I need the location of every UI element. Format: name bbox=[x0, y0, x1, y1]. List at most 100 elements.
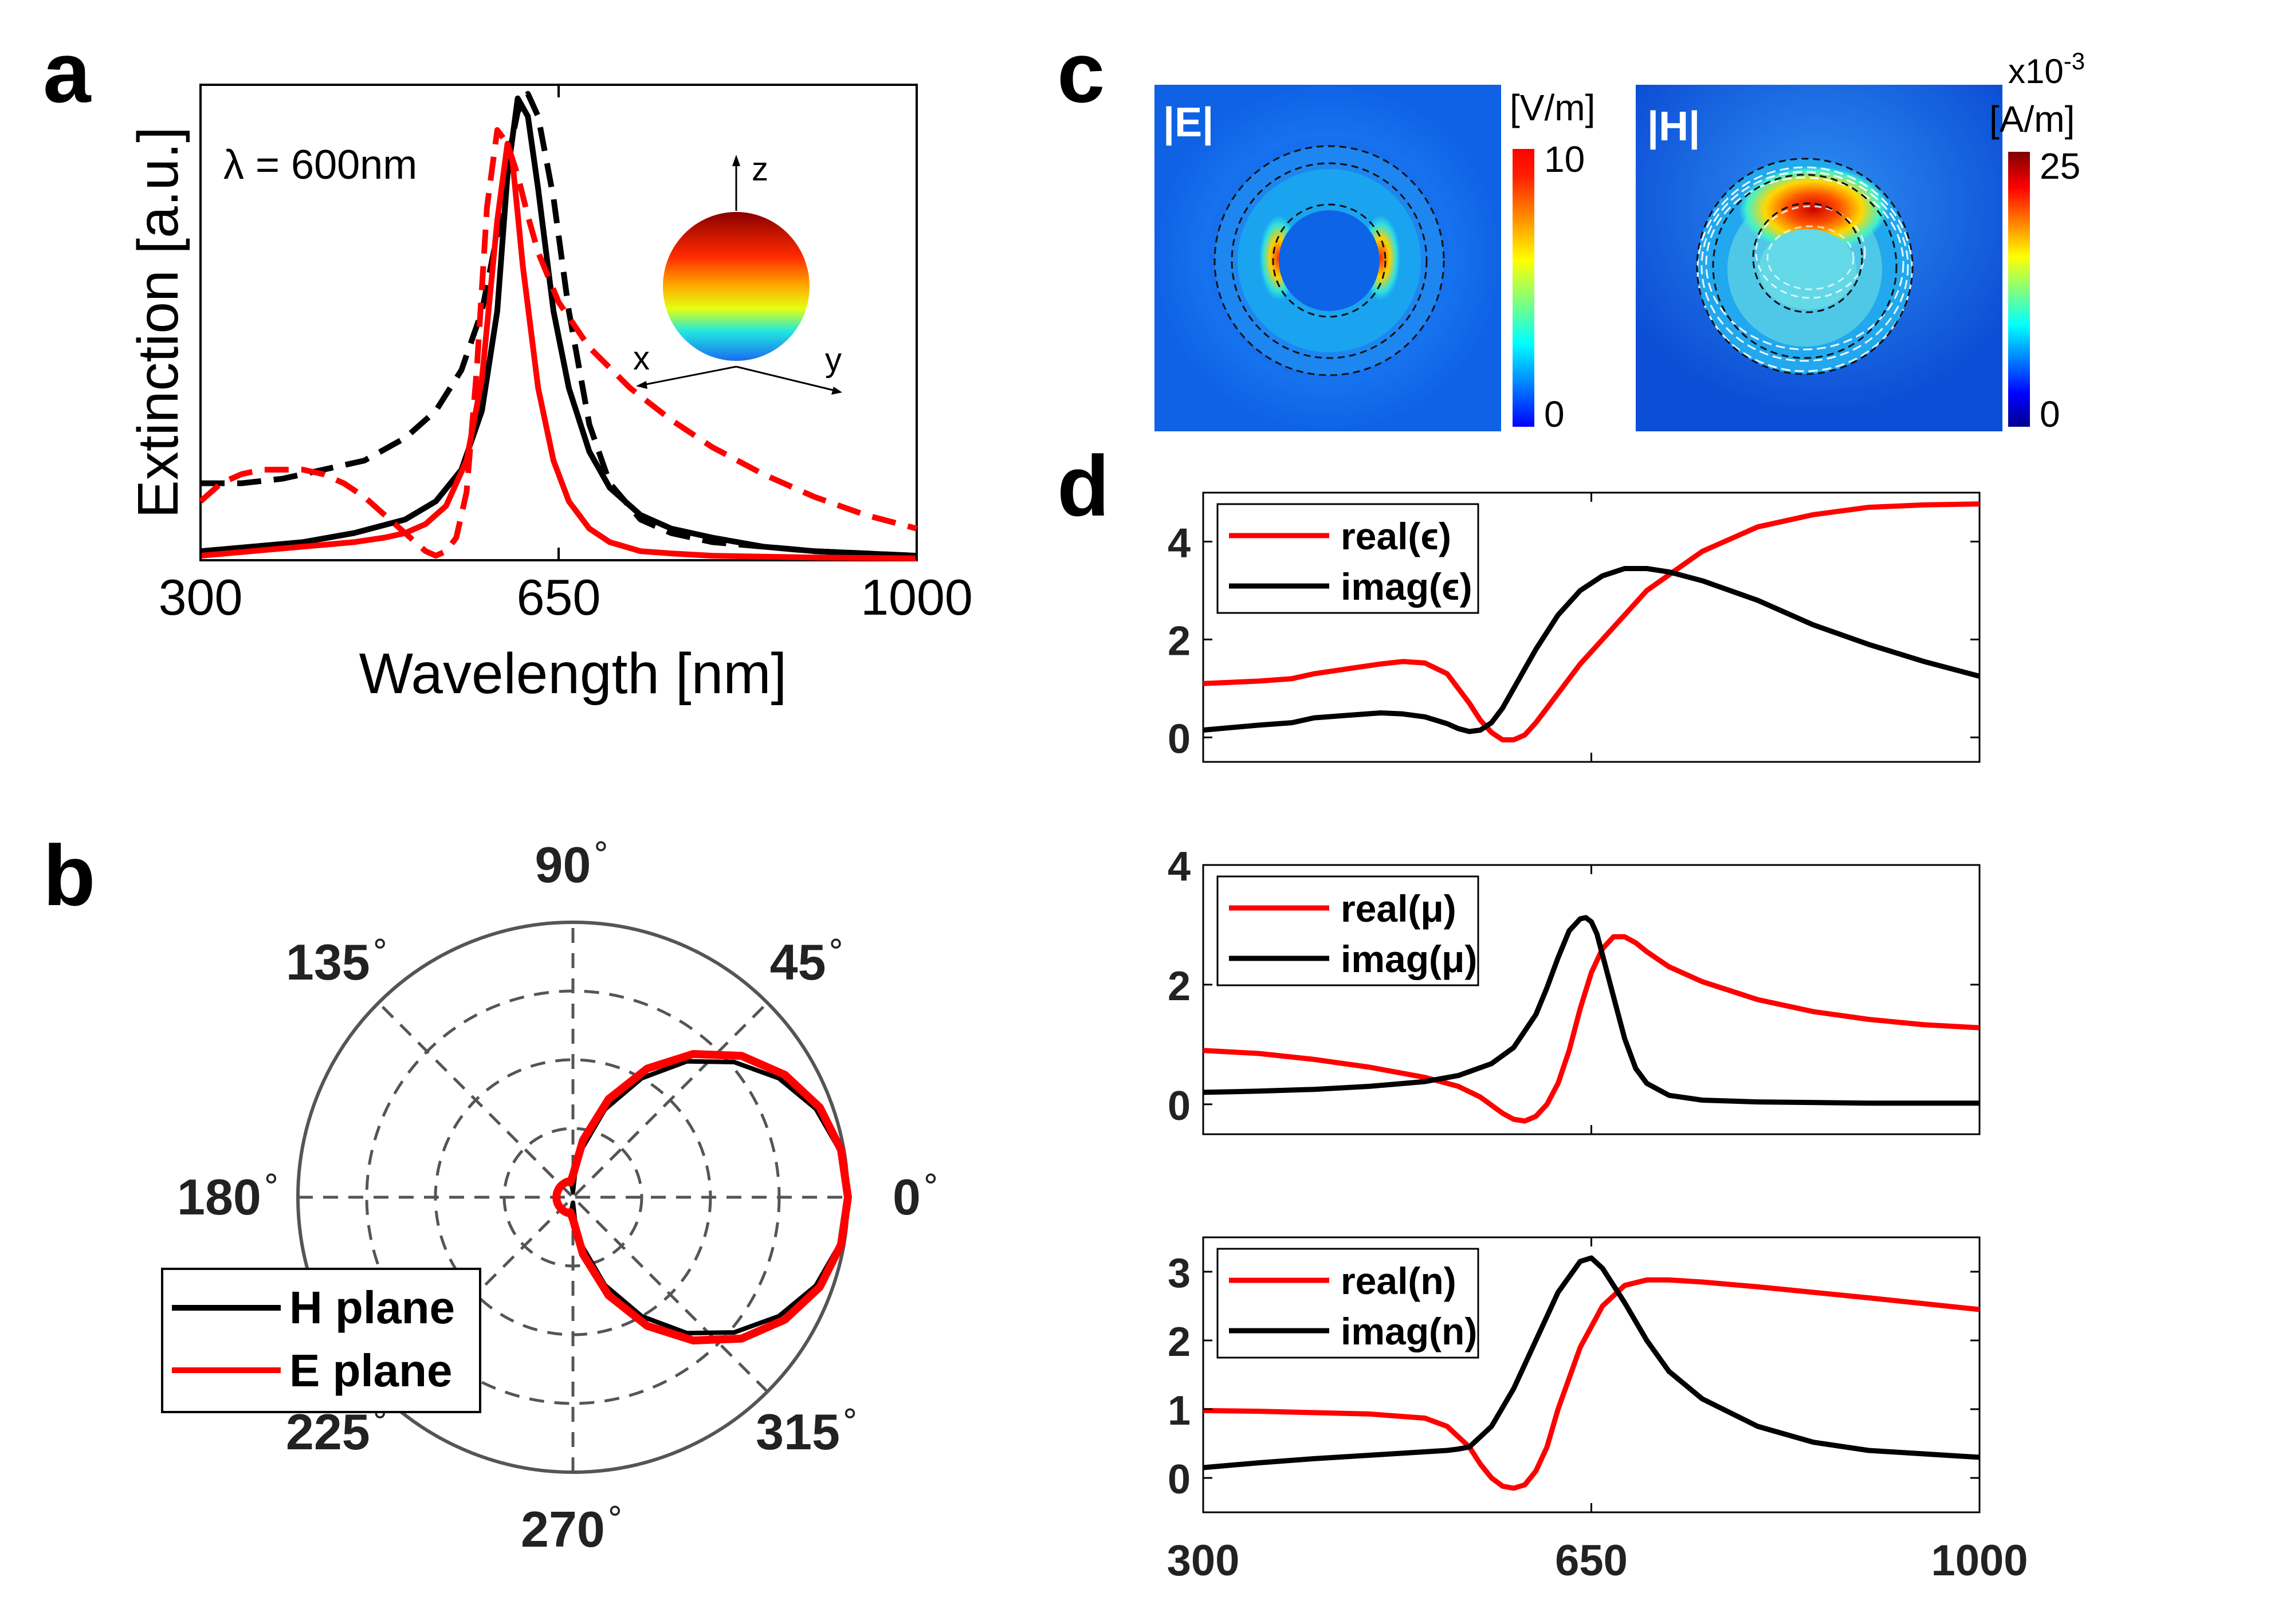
panel-d-legend-label: real(ϵ) bbox=[1341, 515, 1451, 557]
inset-y-label: y bbox=[825, 341, 842, 379]
panel-a-series-0 bbox=[201, 91, 917, 559]
polar-grid-spoke bbox=[377, 1001, 769, 1393]
panel-d-subplot-1: 0 2 4 real(μ) imag(μ) bbox=[1168, 844, 1981, 1135]
panel-d-ytick-label: 1 bbox=[1168, 1388, 1191, 1434]
polar-angle-label-0: 0∘ bbox=[893, 1159, 941, 1225]
degree-symbol: ∘ bbox=[261, 1159, 281, 1196]
h-colorbar-exponent: x10-3 bbox=[2008, 48, 2085, 91]
legend-e-plane-label: E plane bbox=[289, 1345, 453, 1396]
panel-d-legend-label: imag(ϵ) bbox=[1341, 565, 1472, 608]
panel-a-inset-sphere: z x y bbox=[633, 151, 842, 395]
e-map-label: |E| bbox=[1163, 100, 1213, 146]
h-exponent-power: -3 bbox=[2064, 48, 2085, 74]
panel-d-series-line bbox=[1203, 934, 1980, 1124]
panel-b-legend-box bbox=[161, 1268, 481, 1413]
inset-x-axis bbox=[642, 365, 737, 386]
h-map-streamline-1 bbox=[1705, 176, 1904, 351]
h-map-mid-boundary bbox=[1712, 174, 1898, 359]
panel-d-xtick-labels: 300 650 1000 bbox=[1167, 1536, 2028, 1585]
panel-d-xtick-label: 1000 bbox=[1931, 1536, 2028, 1585]
panel-a-annotation: λ = 600nm bbox=[223, 142, 417, 188]
degree-symbol: ∘ bbox=[605, 1492, 625, 1528]
panel-a-xlabel: Wavelength [nm] bbox=[359, 642, 787, 706]
panel-d-legend-label: real(n) bbox=[1341, 1260, 1456, 1302]
panel-a-xtick-label: 300 bbox=[159, 569, 243, 626]
panel-d-xtick-label: 650 bbox=[1555, 1536, 1628, 1585]
polar-angle-label-90: 90∘ bbox=[535, 827, 611, 893]
e-map-outer-boundary bbox=[1213, 145, 1445, 376]
panel-label-a: a bbox=[43, 24, 92, 120]
panel-d-legend-box bbox=[1216, 1248, 1479, 1359]
panel-d-ytick-label: 0 bbox=[1168, 1083, 1191, 1129]
panel-d-series-line bbox=[1203, 1255, 1980, 1470]
panel-d-xtick-label: 300 bbox=[1167, 1536, 1240, 1585]
e-colorbar-max: 10 bbox=[1544, 139, 1585, 180]
h-map-streamline-4 bbox=[1755, 205, 1866, 299]
inset-x-arrowhead bbox=[636, 381, 647, 389]
polar-series-e-plane bbox=[552, 1050, 852, 1344]
panel-a-series-3 bbox=[200, 140, 917, 561]
panel-d-ytick-label: 2 bbox=[1168, 1319, 1191, 1365]
degree-symbol: ∘ bbox=[921, 1159, 941, 1196]
h-map-inner-boundary bbox=[1752, 202, 1863, 313]
panel-label-d: d bbox=[1057, 438, 1110, 534]
panel-d-series-line bbox=[1203, 915, 1980, 1106]
panel-b-angle-labels: 0∘45∘90∘135∘180∘225∘270∘315∘ bbox=[177, 827, 941, 1558]
e-map-core bbox=[1279, 210, 1380, 311]
e-field-map: |E| [V/m] 10 0 bbox=[1154, 85, 1595, 435]
h-map-streamline-5 bbox=[1766, 225, 1855, 290]
panel-label-b: b bbox=[43, 827, 96, 923]
e-map-inner-boundary bbox=[1272, 203, 1387, 318]
inset-y-axis bbox=[736, 365, 836, 392]
panel-d-legend-box bbox=[1216, 503, 1479, 614]
legend-h-plane-label: H plane bbox=[289, 1282, 455, 1333]
e-colorbar-min: 0 bbox=[1544, 394, 1565, 435]
panel-d-ytick-label: 2 bbox=[1168, 964, 1191, 1009]
degree-symbol: ∘ bbox=[591, 827, 611, 863]
degree-symbol: ∘ bbox=[840, 1394, 860, 1430]
panel-c-field-maps: |E| [V/m] 10 0 |H| x10-3 [A/m] 25 bbox=[1154, 48, 2085, 435]
panel-d-ytick-label: 3 bbox=[1168, 1251, 1191, 1296]
panel-d-ytick-label: 4 bbox=[1168, 844, 1191, 890]
panel-d-legend-box bbox=[1216, 875, 1479, 986]
inset-z-label: z bbox=[752, 151, 768, 188]
polar-angle-label-135: 135∘ bbox=[286, 925, 390, 990]
panel-a-series-group bbox=[198, 91, 918, 561]
panel-label-c: c bbox=[1057, 24, 1105, 120]
panel-b-series-group bbox=[552, 1050, 852, 1344]
panel-d-series-line bbox=[1203, 566, 1981, 734]
panel-d-constitutive-parameters: 0 2 4 real(ϵ) imag(ϵ) 0 2 4 real(μ) imag(μ) 0 1 2 3 re… bbox=[1167, 491, 2028, 1585]
inset-x-label: x bbox=[633, 340, 650, 377]
e-map-mid-boundary bbox=[1231, 162, 1428, 359]
h-exponent-base: x10 bbox=[2008, 52, 2064, 91]
h-colorbar bbox=[2008, 152, 2030, 427]
e-colorbar-unit: [V/m] bbox=[1510, 87, 1595, 128]
panel-b-polar-chart: 0∘45∘90∘135∘180∘225∘270∘315∘ H plane E p… bbox=[161, 827, 941, 1558]
panel-a-series-2 bbox=[198, 127, 918, 559]
h-map-core bbox=[1759, 229, 1856, 309]
degree-symbol: ∘ bbox=[370, 925, 390, 961]
h-field-map: |H| x10-3 [A/m] 25 0 bbox=[1636, 48, 2085, 435]
panel-d-ytick-label: 0 bbox=[1168, 716, 1191, 762]
panel-d-legend-label: real(μ) bbox=[1341, 887, 1456, 930]
polar-grid-spoke bbox=[377, 1001, 769, 1393]
panel-d-subplot-2: 0 1 2 3 real(n) imag(n) bbox=[1168, 1236, 1981, 1513]
h-map-label: |H| bbox=[1647, 104, 1700, 150]
inset-z-arrowhead bbox=[732, 155, 740, 166]
panel-d-legend-label: imag(n) bbox=[1341, 1310, 1477, 1352]
polar-angle-label-270: 270∘ bbox=[521, 1492, 625, 1558]
panel-d-ytick-label: 4 bbox=[1168, 520, 1191, 566]
panel-d-ytick-label: 0 bbox=[1168, 1457, 1191, 1503]
panel-b-legend: H plane E plane bbox=[161, 1268, 481, 1413]
panel-a-ylabel: Extinction [a.u.] bbox=[126, 127, 190, 518]
panel-a-xtick-label: 650 bbox=[517, 569, 601, 626]
panel-d-ytick-label: 2 bbox=[1168, 618, 1191, 664]
panel-d-subplots: 0 2 4 real(ϵ) imag(ϵ) 0 2 4 real(μ) imag(μ) 0 1 2 3 re… bbox=[1168, 491, 1981, 1513]
h-map-outer-boundary bbox=[1696, 158, 1914, 375]
panel-d-series-line bbox=[1203, 1277, 1980, 1491]
polar-angle-label-180: 180∘ bbox=[177, 1159, 281, 1225]
h-colorbar-unit: [A/m] bbox=[1989, 99, 2075, 140]
panel-a-extinction-chart: 300 650 1000 Wavelength [nm] Extinction [a… bbox=[126, 84, 973, 706]
inset-y-arrowhead bbox=[831, 387, 842, 395]
